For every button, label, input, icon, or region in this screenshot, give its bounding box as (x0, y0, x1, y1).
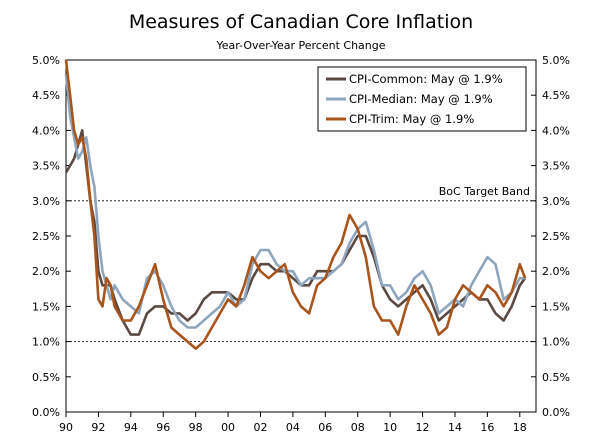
y-tick-label-right: 3.0% (542, 195, 570, 208)
x-axis: 90 92 94 96 98 00 02 04 06 08 10 12 14 16 18 (59, 412, 527, 434)
y-tick-label-left: 5.0% (32, 54, 60, 67)
legend-label-common: CPI-Common: May @ 1.9% (349, 72, 503, 86)
legend-box (317, 66, 527, 132)
x-tick-label: 18 (513, 421, 527, 434)
series-lines (64, 59, 527, 350)
y-tick-label-right: 0.0% (542, 406, 570, 419)
x-tick-label: 92 (91, 421, 105, 434)
x-tick-label: 98 (189, 421, 203, 434)
y-tick-label-left: 4.5% (32, 89, 60, 102)
y-tick-label-left: 2.5% (32, 230, 60, 243)
cpi-trim-line (64, 59, 527, 350)
x-tick-label: 10 (383, 421, 397, 434)
y-tick-label-right: 5.0% (542, 54, 570, 67)
y-tick-label-left: 0.0% (32, 406, 60, 419)
legend: CPI-Common: May @ 1.9% CPI-Median: May @… (317, 66, 527, 132)
y-tick-label-left: 3.0% (32, 195, 60, 208)
x-tick-label: 08 (351, 421, 365, 434)
legend-label-trim: CPI-Trim: May @ 1.9% (349, 112, 474, 126)
y-tick-label-left: 2.0% (32, 265, 60, 278)
x-tick-label: 04 (286, 421, 300, 434)
y-tick-label-right: 1.0% (542, 336, 570, 349)
legend-label-median: CPI-Median: May @ 1.9% (349, 92, 493, 106)
x-tick-label: 94 (124, 421, 138, 434)
y-tick-label-right: 4.0% (542, 124, 570, 137)
y-tick-label-left: 1.0% (32, 336, 60, 349)
y-tick-label-right: 0.5% (542, 371, 570, 384)
y-tick-label-right: 4.5% (542, 89, 570, 102)
y-tick-label-right: 2.5% (542, 230, 570, 243)
y-axis-right: 0.0% 0.5% 1.0% 1.5% 2.0% 2.5% 3.0% 3.5% 4.0% 4.5%… (531, 54, 570, 419)
x-tick-label: 16 (480, 421, 494, 434)
x-tick-label: 96 (156, 421, 170, 434)
chart-subtitle: Year-Over-Year Percent Change (215, 39, 385, 52)
y-axis-left: 0.0% 0.5% 1.0% 1.5% 2.0% 2.5% 3.0% 3.5% 4.0% 4.5%… (32, 54, 71, 419)
x-tick-label: 02 (253, 421, 267, 434)
y-tick-label-right: 1.5% (542, 300, 570, 313)
x-tick-label: 12 (416, 421, 430, 434)
x-tick-label: 06 (318, 421, 332, 434)
cpi-median-line (64, 73, 526, 329)
y-tick-label-left: 3.5% (32, 160, 60, 173)
cpi-common-line (64, 129, 527, 336)
chart-title: Measures of Canadian Core Inflation (129, 11, 473, 33)
x-tick-label: 90 (59, 421, 73, 434)
y-tick-label-left: 1.5% (32, 300, 60, 313)
reference-lines: BoC Target Band (66, 185, 536, 343)
y-tick-label-left: 4.0% (32, 124, 60, 137)
y-tick-label-right: 2.0% (542, 265, 570, 278)
y-tick-label-left: 0.5% (32, 371, 60, 384)
reference-line-label: BoC Target Band (439, 185, 530, 198)
x-tick-label: 14 (448, 421, 462, 434)
y-tick-label-right: 3.5% (542, 160, 570, 173)
x-tick-label: 00 (221, 421, 235, 434)
